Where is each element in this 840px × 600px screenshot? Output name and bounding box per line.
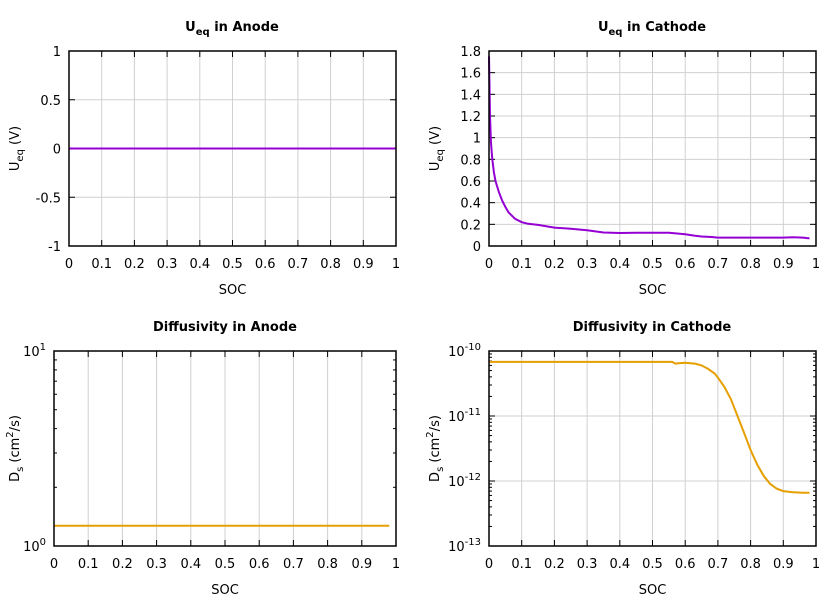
x-tick-label: 0.4 — [609, 257, 630, 272]
x-tick-label: 0 — [50, 557, 58, 572]
x-tick-label: 0.1 — [511, 557, 532, 572]
x-tick-label: 0.4 — [180, 557, 201, 572]
x-tick-label: 0.1 — [511, 257, 532, 272]
x-tick-label: 1 — [812, 557, 820, 572]
x-axis-label: SOC — [219, 283, 247, 298]
series-line — [488, 56, 810, 240]
x-axis-label: SOC — [639, 283, 667, 298]
plot-frame — [68, 50, 397, 247]
x-tick-label: 0.9 — [773, 257, 794, 272]
y-axis-label: Ueq (V) — [8, 126, 26, 171]
y-tick-label: 0.5 — [40, 94, 61, 109]
x-tick-label: 0.6 — [675, 257, 696, 272]
plot-frame — [488, 350, 817, 547]
x-tick-label: 0.8 — [320, 257, 341, 272]
x-tick-label: 0.3 — [146, 557, 167, 572]
x-tick-label: 0.2 — [544, 257, 565, 272]
y-tick-label: 0.8 — [460, 153, 481, 168]
series-line — [489, 360, 810, 494]
y-tick-label: -1 — [48, 240, 61, 255]
x-tick-label: 0.3 — [577, 557, 598, 572]
y-tick-label: -0.5 — [36, 191, 61, 206]
subplot-4: 0 0.1 0.2 0.3 0.4 0.5 0.6 0.7 0.8 0.9 1 10-13 10-12 1… — [425, 320, 820, 598]
chart-title: Diffusivity in Anode — [153, 320, 297, 335]
x-tick-label: 0.6 — [675, 557, 696, 572]
y-tick-label: 10-10 — [448, 342, 481, 360]
y-tick-label: 1 — [53, 45, 61, 60]
x-axis-label: SOC — [639, 583, 667, 598]
x-tick-label: 0.6 — [249, 557, 270, 572]
x-tick-label: 0.4 — [609, 557, 630, 572]
x-tick-label: 1 — [812, 257, 820, 272]
y-axis-label: Ds (cm2/s) — [425, 415, 446, 482]
x-tick-label: 0.2 — [124, 257, 145, 272]
x-axis-label: SOC — [211, 583, 239, 598]
x-tick-label: 0.4 — [189, 257, 210, 272]
x-tick-label: 0.8 — [740, 557, 761, 572]
x-tick-label: 0.9 — [773, 557, 794, 572]
x-tick-label: 0 — [485, 557, 493, 572]
y-tick-label: 1.6 — [460, 67, 481, 82]
x-tick-label: 0.1 — [78, 557, 99, 572]
x-tick-label: 0 — [485, 257, 493, 272]
x-tick-label: 0.5 — [222, 257, 243, 272]
x-tick-label: 0.9 — [351, 557, 372, 572]
y-axis-label: Ds (cm2/s) — [5, 415, 26, 482]
x-tick-label: 0.2 — [112, 557, 133, 572]
chart-title: Ueq in Cathode — [598, 20, 706, 38]
plot-frame — [53, 350, 397, 547]
x-tick-label: 0.6 — [255, 257, 276, 272]
subplot-3: 0 0.1 0.2 0.3 0.4 0.5 0.6 0.7 0.8 0.9 1 100 101 Diffu… — [5, 320, 400, 598]
x-tick-label: 0.9 — [353, 257, 374, 272]
y-tick-label: 100 — [23, 537, 46, 555]
y-tick-label: 0.2 — [460, 218, 481, 233]
x-tick-label: 0.7 — [283, 557, 304, 572]
x-tick-label: 0.5 — [642, 257, 663, 272]
x-tick-label: 0.5 — [642, 557, 663, 572]
y-tick-label: 0.6 — [460, 175, 481, 190]
y-axis-label: Ueq (V) — [428, 126, 446, 171]
x-tick-label: 1 — [392, 257, 400, 272]
y-tick-label: 0 — [53, 143, 61, 158]
x-tick-label: 0.7 — [708, 557, 729, 572]
plot-frame — [488, 50, 817, 247]
chart-title: Diffusivity in Cathode — [573, 320, 732, 335]
x-tick-label: 0.3 — [577, 257, 598, 272]
y-tick-label: 10-13 — [448, 537, 481, 555]
x-tick-label: 1 — [392, 557, 400, 572]
y-tick-label: 1.4 — [460, 88, 481, 103]
x-tick-label: 0.7 — [288, 257, 309, 272]
x-tick-label: 0.1 — [91, 257, 112, 272]
y-tick-label: 0 — [473, 240, 481, 255]
y-tick-label: 101 — [23, 342, 46, 360]
x-tick-label: 0.5 — [215, 557, 236, 572]
x-tick-label: 0.3 — [157, 257, 178, 272]
y-tick-label: 10-11 — [448, 407, 481, 425]
y-tick-label: 1.2 — [460, 110, 481, 125]
y-tick-label: 10-12 — [448, 472, 481, 490]
x-tick-label: 0.8 — [317, 557, 338, 572]
chart-title: Ueq in Anode — [185, 20, 279, 38]
x-tick-label: 0.7 — [708, 257, 729, 272]
x-tick-label: 0.2 — [544, 557, 565, 572]
x-tick-label: 0 — [65, 257, 73, 272]
subplot-1: 0 0.1 0.2 0.3 0.4 0.5 0.6 0.7 0.8 0.9 1 -1 -0.5 0 0.5 1… — [8, 20, 400, 298]
subplot-2: 0 0.1 0.2 0.3 0.4 0.5 0.6 0.7 0.8 0.9 1 0 0.2 0.4 0.6 0… — [428, 20, 820, 298]
y-tick-label: 1 — [473, 132, 481, 147]
y-tick-label: 1.8 — [460, 45, 481, 60]
x-tick-label: 0.8 — [740, 257, 761, 272]
y-tick-label: 0.4 — [460, 197, 481, 212]
